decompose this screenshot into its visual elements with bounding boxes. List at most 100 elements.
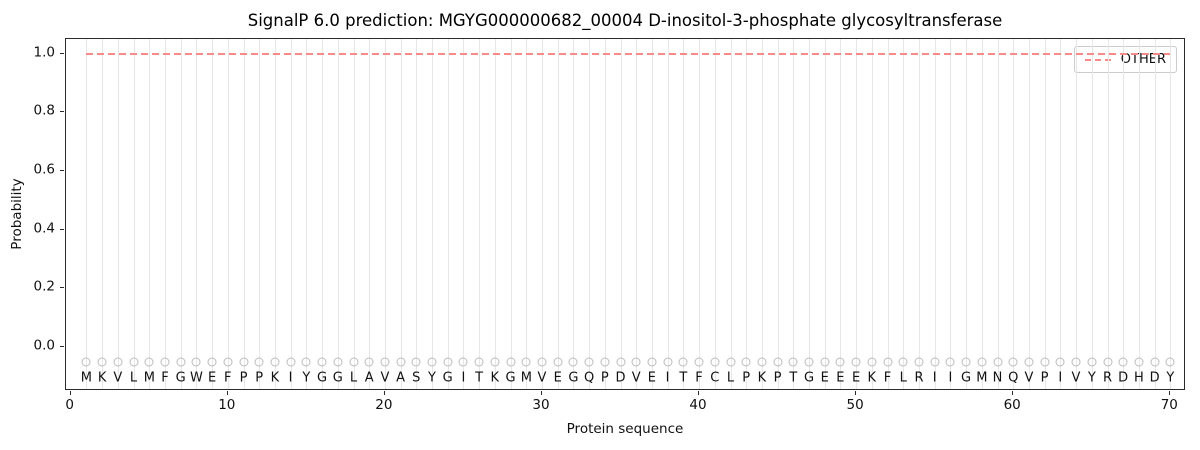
residue-gridline	[384, 39, 386, 389]
residue-marker	[490, 357, 500, 367]
residue-gridline	[416, 39, 418, 389]
residue-gridline	[1091, 39, 1093, 389]
residue-letter: A	[364, 370, 374, 386]
residue-letter: F	[161, 370, 169, 386]
residue-marker	[1134, 357, 1144, 367]
residue-marker	[584, 357, 594, 367]
y-tick-mark	[60, 287, 64, 289]
residue-marker	[678, 357, 688, 367]
residue-letter: M	[520, 370, 532, 386]
residue-marker	[1150, 357, 1160, 367]
legend-label-other: OTHER	[1120, 52, 1166, 67]
residue-gridline	[1060, 39, 1062, 389]
residue-letter: I	[948, 370, 953, 386]
residue-marker	[851, 357, 861, 367]
residue-gridline	[997, 39, 999, 389]
residue-letter: Q	[1008, 370, 1019, 386]
x-tick-mark	[1169, 391, 1171, 395]
residue-gridline	[620, 39, 622, 389]
residue-marker	[97, 357, 107, 367]
residue-gridline	[636, 39, 638, 389]
residue-gridline	[840, 39, 842, 389]
residue-letter: W	[189, 370, 203, 386]
residue-letter: Y	[1166, 370, 1175, 386]
residue-letter: G	[316, 370, 328, 386]
residue-gridline	[667, 39, 669, 389]
residue-gridline	[730, 39, 732, 389]
residue-letter: E	[820, 370, 829, 386]
y-tick-label: 0.2	[33, 278, 55, 295]
residue-letter: T	[475, 370, 484, 386]
y-tick-label: 1.0	[33, 43, 55, 60]
residue-letter: E	[836, 370, 845, 386]
x-tick-label: 0	[65, 397, 74, 413]
residue-gridline	[1154, 39, 1156, 389]
residue-gridline	[966, 39, 968, 389]
residue-letter: E	[851, 370, 861, 386]
residue-gridline	[353, 39, 355, 389]
x-tick-label: 30	[532, 397, 550, 413]
residue-marker	[993, 357, 1002, 367]
residue-gridline	[133, 39, 135, 389]
x-tick-label: 70	[1160, 397, 1178, 413]
residue-marker	[270, 357, 280, 367]
x-tick-label: 20	[375, 397, 393, 413]
residue-letter: T	[789, 370, 798, 386]
residue-marker	[867, 357, 877, 367]
x-tick-label: 60	[1003, 397, 1021, 413]
residue-gridline	[102, 39, 104, 389]
residue-marker	[411, 357, 421, 367]
residue-marker	[961, 357, 971, 367]
residue-gridline	[180, 39, 182, 389]
residue-gridline	[887, 39, 889, 389]
residue-marker	[788, 357, 798, 367]
residue-letter: R	[914, 370, 924, 386]
residue-letter: I	[665, 370, 670, 386]
residue-marker	[144, 357, 154, 367]
residue-gridline	[746, 39, 748, 389]
residue-letter: F	[695, 370, 703, 386]
residue-marker	[364, 357, 374, 367]
residue-marker	[726, 357, 735, 367]
residue-letter: V	[1024, 370, 1034, 386]
residue-marker	[443, 357, 453, 367]
residue-gridline	[573, 39, 575, 389]
residue-gridline	[699, 39, 700, 389]
residue-gridline	[243, 39, 245, 389]
residue-marker	[286, 357, 296, 367]
residue-gridline	[337, 39, 339, 389]
residue-marker	[1024, 357, 1034, 367]
residue-marker	[631, 357, 641, 367]
residue-gridline	[510, 39, 512, 389]
y-tick-label: 0.6	[33, 161, 55, 178]
x-tick-mark	[1012, 391, 1014, 395]
residue-gridline	[227, 39, 229, 389]
residue-gridline	[1123, 39, 1125, 389]
residue-marker	[1118, 357, 1128, 367]
residue-marker	[741, 357, 751, 367]
y-tick-label: 0.4	[33, 219, 55, 236]
residue-gridline	[306, 39, 308, 389]
y-tick-label: 0.8	[33, 102, 55, 119]
x-tick-label: 50	[846, 397, 864, 413]
residue-marker	[521, 357, 531, 367]
residue-marker	[239, 357, 248, 367]
residue-marker	[333, 357, 343, 367]
residue-marker	[553, 357, 563, 367]
residue-gridline	[400, 39, 402, 389]
residue-marker	[349, 357, 358, 367]
residue-marker	[396, 357, 406, 367]
residue-marker	[616, 357, 625, 367]
residue-marker	[160, 357, 170, 367]
residue-letter: A	[396, 370, 406, 386]
residue-gridline	[1107, 39, 1109, 389]
residue-gridline	[651, 39, 653, 389]
residue-letter: D	[1118, 370, 1129, 386]
residue-letter: V	[113, 370, 123, 386]
residue-marker	[207, 357, 217, 367]
residue-letter: D	[615, 370, 626, 386]
residue-marker	[191, 357, 201, 367]
residue-marker	[427, 357, 437, 367]
residue-letter: G	[332, 370, 343, 386]
residue-gridline	[934, 39, 936, 389]
